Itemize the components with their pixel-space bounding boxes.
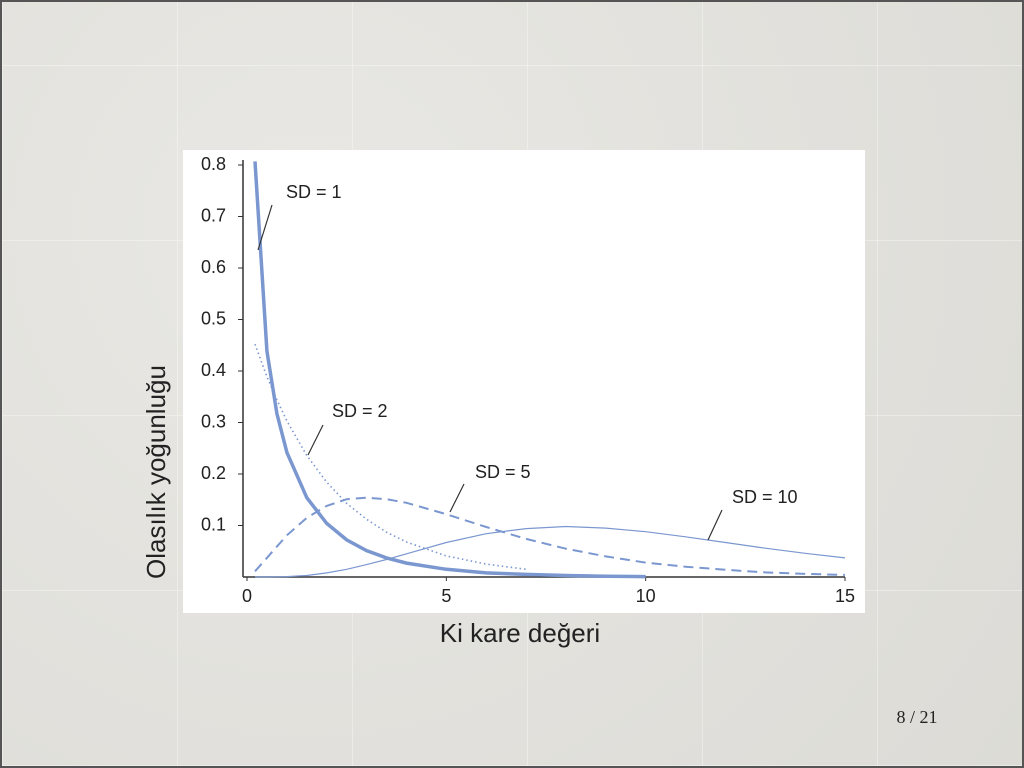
series-label: SD = 5 — [475, 462, 531, 482]
series-line — [253, 161, 646, 579]
x-tick-label: 10 — [636, 586, 656, 606]
x-tick-label: 15 — [835, 586, 855, 606]
y-tick-label: 0.5 — [201, 308, 226, 328]
y-axis-label: Olasılık yoğunluğu — [141, 365, 171, 579]
series-line — [254, 343, 527, 571]
series-label: SD = 1 — [286, 182, 342, 202]
y-tick-label: 0.7 — [201, 205, 226, 225]
label-leader — [707, 509, 723, 541]
y-tick-label: 0.2 — [201, 463, 226, 483]
y-tick-label: 0.4 — [201, 360, 226, 380]
x-tick-label: 0 — [242, 586, 252, 606]
y-tick-label: 0.3 — [201, 411, 226, 431]
label-leader — [449, 483, 465, 513]
x-axis-label: Ki kare değeri — [440, 618, 600, 648]
label-leader — [307, 424, 324, 456]
y-tick-label: 0.6 — [201, 257, 226, 277]
series-label: SD = 10 — [732, 487, 798, 507]
label-leader — [257, 204, 273, 251]
y-tick-label: 0.1 — [201, 514, 226, 534]
page-number: 8 / 21 — [896, 707, 937, 727]
series-line — [254, 525, 846, 578]
x-tick-label: 5 — [441, 586, 451, 606]
series-label: SD = 2 — [332, 401, 388, 421]
series-line — [254, 496, 846, 576]
chart-area — [183, 150, 865, 613]
y-tick-label: 0.8 — [201, 154, 226, 174]
